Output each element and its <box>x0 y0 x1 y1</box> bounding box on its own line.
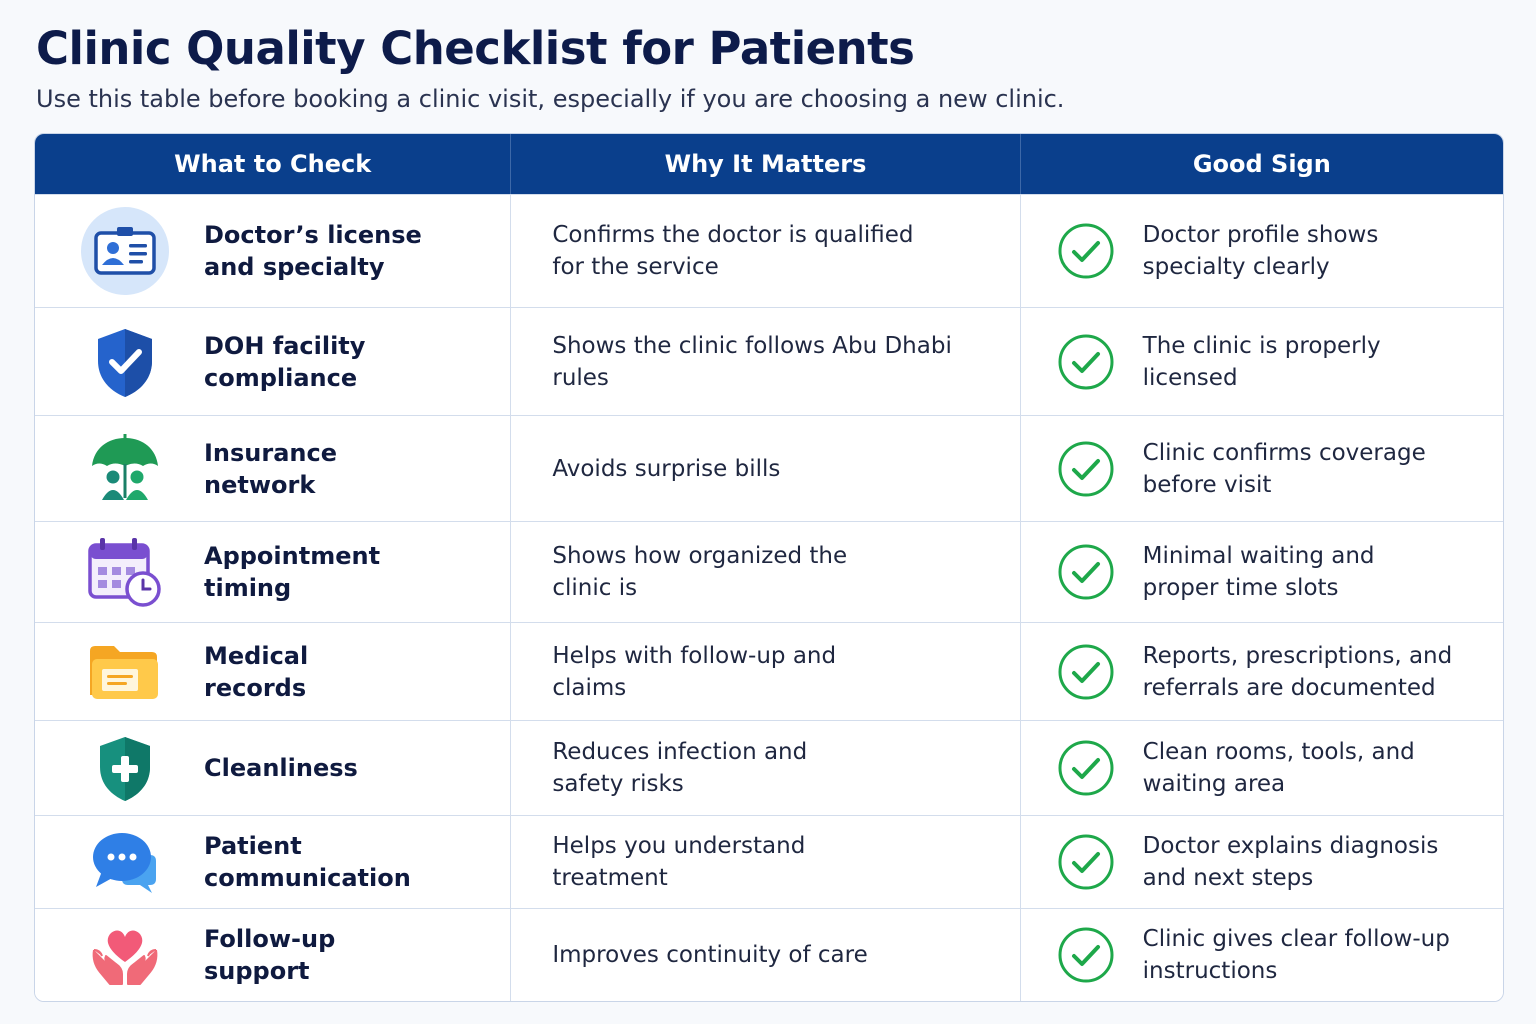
why-cell: Helps you understand treatment <box>511 816 1021 908</box>
good-cell: Doctor explains diagnosis and next steps <box>1021 816 1503 908</box>
column-header-good: Good Sign <box>1192 150 1331 178</box>
check-item-label: Doctor’s license and specialty <box>204 221 422 281</box>
check-circle-icon <box>1058 223 1114 279</box>
why-cell: Confirms the doctor is qualified for the… <box>511 195 1021 307</box>
why-text: Improves continuity of care <box>552 942 868 968</box>
table-row: Follow-up support Improves continuity of… <box>35 908 1503 1001</box>
why-text: Helps with follow-up and claims <box>552 642 837 701</box>
what-cell: Insurance network <box>35 416 512 521</box>
what-cell: Appointment timing <box>35 522 512 622</box>
table-row: Appointment timing Shows how organized t… <box>35 521 1503 622</box>
why-text: Reduces infection and safety risks <box>552 739 808 797</box>
good-sign-text: Doctor profile shows specialty clearly <box>1142 222 1379 280</box>
why-text: Helps you understand treatment <box>552 833 806 891</box>
check-item-label: Appointment timing <box>204 542 381 602</box>
id-card-icon <box>80 206 170 296</box>
check-circle-icon <box>1058 544 1114 600</box>
why-cell: Avoids surprise bills <box>511 416 1021 521</box>
check-item-label: Cleanliness <box>204 754 358 782</box>
table-row: Insurance network Avoids surprise bills … <box>35 415 1503 521</box>
column-header-what: What to Check <box>35 134 512 194</box>
what-cell: DOH facility compliance <box>35 308 512 415</box>
umbrella-people-icon <box>80 424 170 514</box>
table-header: What to Check Why It Matters Good Sign <box>35 134 1503 194</box>
why-text: Avoids surprise bills <box>552 455 781 482</box>
what-cell: Medical records <box>35 623 512 720</box>
good-cell: Minimal waiting and proper time slots <box>1021 522 1503 622</box>
good-sign-text: Reports, prescriptions, and referrals ar… <box>1142 642 1453 701</box>
why-cell: Shows the clinic follows Abu Dhabi rules <box>511 308 1021 415</box>
good-sign-text: Clean rooms, tools, and waiting area <box>1142 739 1415 797</box>
why-cell: Shows how organized the clinic is <box>511 522 1021 622</box>
good-cell: Doctor profile shows specialty clearly <box>1021 195 1503 307</box>
good-cell: Clean rooms, tools, and waiting area <box>1021 721 1503 815</box>
check-item-label: Patient communication <box>204 832 411 892</box>
good-sign-text: Clinic gives clear follow-up instruction… <box>1142 926 1450 984</box>
page-title: Clinic Quality Checklist for Patients <box>36 22 915 75</box>
good-cell: Reports, prescriptions, and referrals ar… <box>1021 623 1503 720</box>
what-cell: Doctor’s license and specialty <box>35 195 512 307</box>
check-item-label: Follow-up support <box>204 925 336 985</box>
good-sign-text: Clinic confirms coverage before visit <box>1142 439 1426 498</box>
good-sign-text: The clinic is properly licensed <box>1142 332 1381 391</box>
checklist-table: What to Check Why It Matters Good Sign D… <box>34 133 1504 1002</box>
check-circle-icon <box>1058 644 1114 699</box>
table-row: Cleanliness Reduces infection and safety… <box>35 720 1503 815</box>
shield-check-icon <box>80 317 170 407</box>
what-cell: Patient communication <box>35 816 512 908</box>
table-row: DOH facility compliance Shows the clinic… <box>35 307 1503 415</box>
check-circle-icon <box>1058 334 1114 389</box>
check-item-label: Insurance network <box>204 438 338 499</box>
why-text: Shows how organized the clinic is <box>552 543 848 601</box>
good-sign-text: Doctor explains diagnosis and next steps <box>1142 833 1439 891</box>
chat-bubbles-icon <box>80 817 170 907</box>
what-cell: Follow-up support <box>35 909 512 1001</box>
medical-shield-icon <box>80 723 170 813</box>
check-item-label: DOH facility compliance <box>204 331 366 392</box>
why-cell: Improves continuity of care <box>511 909 1021 1001</box>
check-circle-icon <box>1058 740 1114 796</box>
why-cell: Helps with follow-up and claims <box>511 623 1021 720</box>
good-sign-text: Minimal waiting and proper time slots <box>1142 543 1375 601</box>
column-header-why: Why It Matters <box>511 134 1021 194</box>
table-row: Medical records Helps with follow-up and… <box>35 622 1503 720</box>
heart-hands-icon <box>80 910 170 1000</box>
good-cell: The clinic is properly licensed <box>1021 308 1503 415</box>
check-circle-icon <box>1058 834 1114 890</box>
why-text: Shows the clinic follows Abu Dhabi rules <box>552 332 952 391</box>
check-circle-icon <box>1058 927 1114 983</box>
table-row: Patient communication Helps you understa… <box>35 815 1503 908</box>
what-cell: Cleanliness <box>35 721 512 815</box>
page-subtitle: Use this table before booking a clinic v… <box>36 85 1065 113</box>
check-item-label: Medical records <box>204 641 309 702</box>
good-cell: Clinic confirms coverage before visit <box>1021 416 1503 521</box>
why-cell: Reduces infection and safety risks <box>511 721 1021 815</box>
good-cell: Clinic gives clear follow-up instruction… <box>1021 909 1503 1001</box>
table-row: Doctor’s license and specialty Confirms … <box>35 194 1503 307</box>
calendar-clock-icon <box>80 527 170 617</box>
check-circle-icon <box>1058 441 1114 496</box>
why-text: Confirms the doctor is qualified for the… <box>552 222 914 280</box>
folder-icon <box>80 627 170 717</box>
